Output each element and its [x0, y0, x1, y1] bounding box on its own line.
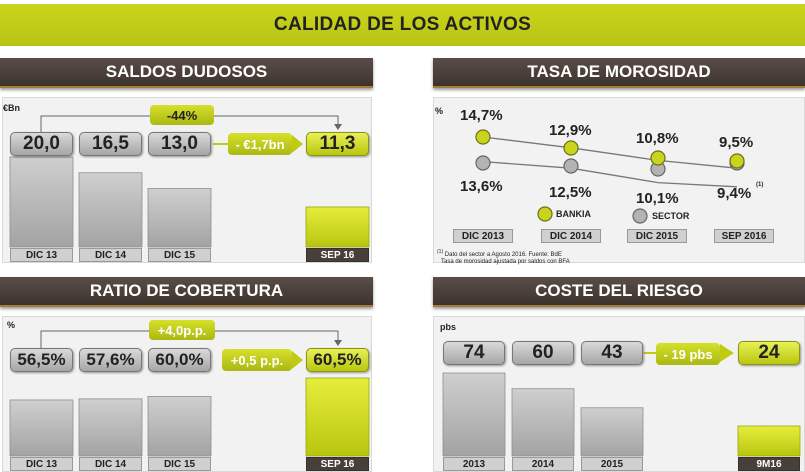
- value-box-0-2: 13,0: [148, 132, 211, 156]
- x-label-2-0: DIC 13: [10, 457, 73, 471]
- bar-2-3: [305, 377, 370, 457]
- value-box-2-0: 56,5%: [10, 348, 73, 372]
- footnote-line-1: Dato del sector a Agosto 2016. Fuente: B…: [443, 252, 562, 258]
- x-label-3-1: 2014: [512, 457, 574, 471]
- sector-value-1: 12,5%: [549, 184, 592, 201]
- x-label-0-2: DIC 15: [148, 248, 211, 262]
- step-arrow-2: [292, 351, 303, 369]
- bankia-point-2: [650, 150, 666, 166]
- bar-3-3: [737, 425, 801, 457]
- step-change-label-3: - 19 pbs: [656, 343, 720, 365]
- tasa-morosidad-title: TASA DE MOROSIDAD: [433, 58, 805, 88]
- x-label-1-0: DIC 2013: [453, 229, 513, 243]
- x-label-0-1: DIC 14: [79, 248, 142, 262]
- overall-change-label: -44%: [150, 105, 214, 125]
- ratio-cobertura-title: RATIO DE COBERTURA: [0, 277, 373, 307]
- x-label-0-3: SEP 16: [306, 248, 369, 262]
- x-label-1-2: DIC 2015: [627, 229, 687, 243]
- value-box-2-3: 60,5%: [306, 348, 369, 372]
- step-arrow-3: [720, 344, 734, 362]
- morosidad-unit: %: [435, 106, 444, 116]
- footnote-number: (1): [437, 249, 444, 255]
- x-label-0-0: DIC 13: [10, 248, 73, 262]
- connector-arrowhead: [334, 124, 342, 130]
- step-change-label: - €1,7bn: [228, 133, 292, 155]
- connector-arrowhead-2: [334, 340, 342, 346]
- sector-value-2: 10,1%: [636, 190, 679, 207]
- legend-sector-label: SECTOR: [652, 211, 690, 221]
- footnote-marker: (1): [756, 182, 764, 188]
- step-arrow: [292, 135, 303, 153]
- bar-0-1: [78, 172, 143, 248]
- bankia-point-0: [475, 129, 491, 145]
- value-box-0-1: 16,5: [79, 132, 142, 156]
- bar-0-3: [305, 206, 370, 248]
- bar-0-0: [9, 156, 74, 248]
- footnote-line-2: Tasa de morosidad ajustada por saldos co…: [441, 259, 570, 265]
- page-banner: CALIDAD DE LOS ACTIVOS: [0, 4, 805, 46]
- value-box-2-1: 57,6%: [79, 348, 142, 372]
- saldos-unit: €Bn: [3, 103, 21, 113]
- value-box-0-0: 20,0: [10, 132, 73, 156]
- value-box-2-2: 60,0%: [148, 348, 211, 372]
- x-label-2-1: DIC 14: [79, 457, 142, 471]
- legend-sector-swatch: [632, 208, 648, 224]
- bar-3-2: [580, 407, 644, 457]
- value-box-3-1: 60: [512, 341, 574, 365]
- step-change-label-2: +0,5 p.p.: [222, 349, 292, 371]
- sector-value-0: 13,6%: [460, 178, 503, 195]
- value-box-3-3: 24: [738, 341, 800, 365]
- bar-3-0: [442, 372, 506, 457]
- value-box-0-3: 11,3: [306, 132, 369, 156]
- sector-value-3: 9,4%: [717, 185, 752, 202]
- bankia-point-1: [563, 140, 579, 156]
- footnote: (1) Dato del sector a Agosto 2016. Fuent…: [437, 249, 570, 266]
- coste-unit: pbs: [440, 322, 457, 332]
- bar-2-0: [9, 399, 74, 457]
- bar-2-2: [147, 396, 212, 457]
- x-label-2-3: SEP 16: [306, 457, 369, 471]
- sector-point-1: [563, 158, 579, 174]
- line-sector: [482, 160, 738, 188]
- sector-point-0: [475, 155, 491, 171]
- bankia-value-2: 10,8%: [636, 130, 679, 147]
- bankia-value-0: 14,7%: [460, 107, 503, 124]
- bankia-value-1: 12,9%: [549, 122, 592, 139]
- value-box-3-2: 43: [581, 341, 643, 365]
- page-title: CALIDAD DE LOS ACTIVOS: [273, 14, 532, 35]
- overall-change-label-2: +4,0p.p.: [149, 320, 215, 340]
- line-bankia: [482, 136, 738, 169]
- x-label-1-1: DIC 2014: [541, 229, 601, 243]
- saldos-dudosos-title: SALDOS DUDOSOS: [0, 58, 373, 88]
- x-label-3-0: 2013: [443, 457, 505, 471]
- x-label-2-2: DIC 15: [148, 457, 211, 471]
- bankia-value-3: 9,5%: [719, 134, 754, 151]
- x-label-3-3: 9M16: [738, 457, 800, 471]
- bankia-point-3: [729, 153, 745, 169]
- coste-riesgo-title: COSTE DEL RIESGO: [433, 277, 805, 307]
- x-label-1-3: SEP 2016: [714, 229, 774, 243]
- bar-0-2: [147, 188, 212, 248]
- value-box-3-0: 74: [443, 341, 505, 365]
- bar-2-1: [78, 398, 143, 457]
- cobertura-unit: %: [7, 320, 16, 330]
- bar-3-1: [511, 388, 575, 457]
- legend-bankia-label: BANKIA: [556, 209, 591, 219]
- legend-bankia-swatch: [537, 206, 553, 222]
- x-label-3-2: 2015: [581, 457, 643, 471]
